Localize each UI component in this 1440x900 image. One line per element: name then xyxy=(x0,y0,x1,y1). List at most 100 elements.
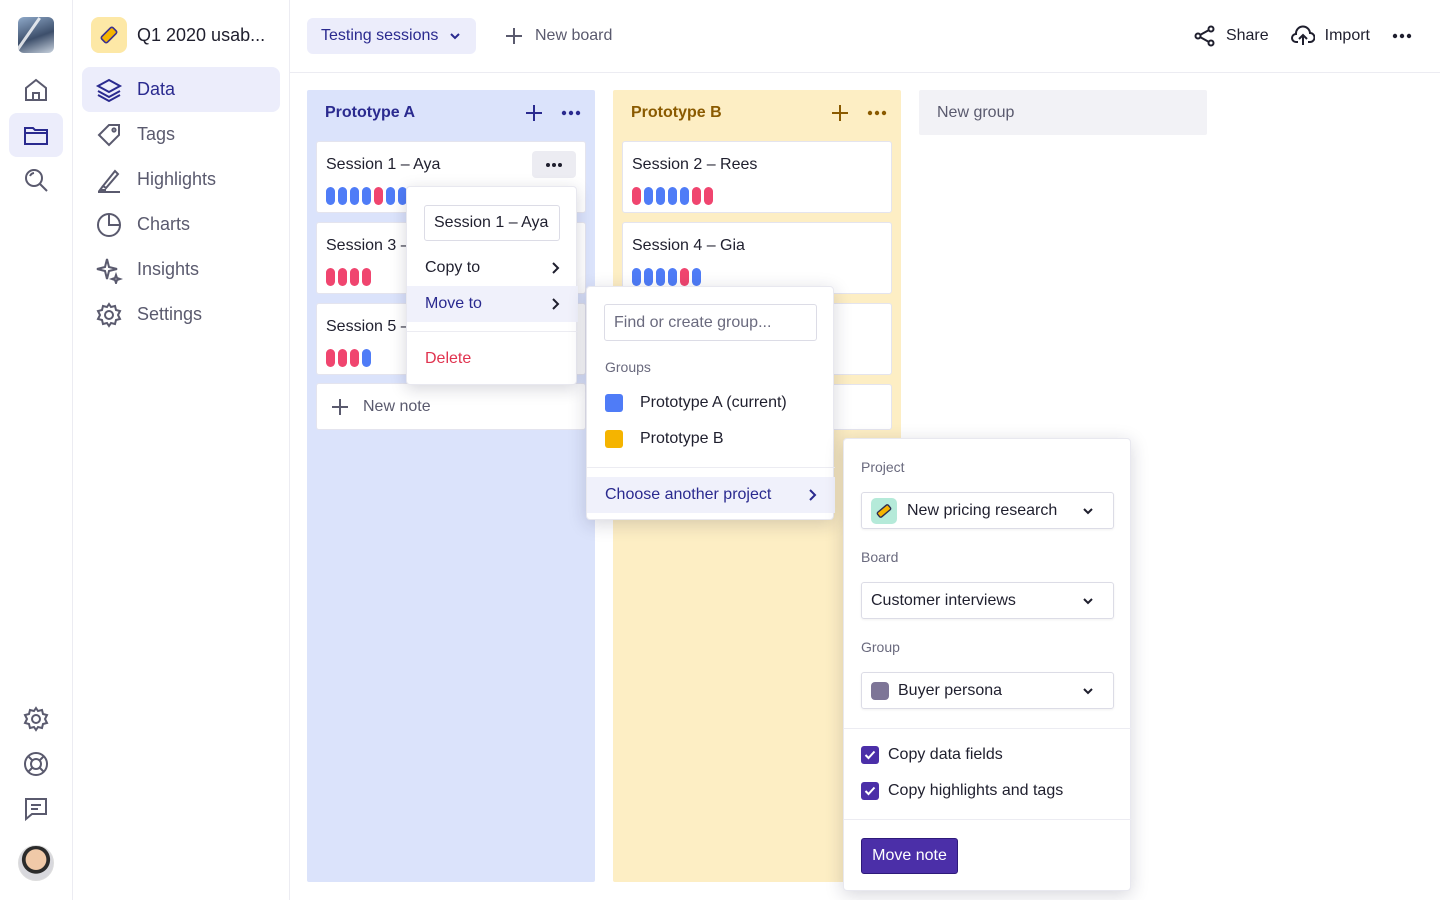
new-group-button[interactable]: New group xyxy=(919,90,1207,135)
project-header[interactable]: Q1 2020 usab... xyxy=(91,17,265,53)
chevron-down-icon xyxy=(1083,597,1093,604)
help-icon[interactable] xyxy=(9,742,63,786)
menu-item-copy-to[interactable]: Copy to xyxy=(407,250,578,286)
tag-dot xyxy=(644,268,653,286)
plus-icon[interactable] xyxy=(525,104,543,122)
new-board-button[interactable]: New board xyxy=(505,18,612,54)
cloud-upload-icon xyxy=(1290,25,1315,45)
more-options-button[interactable] xyxy=(1392,33,1412,39)
group-color-swatch xyxy=(605,430,623,448)
note-title: Session 5 – xyxy=(326,318,410,335)
tag-dot xyxy=(350,187,359,205)
share-button[interactable]: Share xyxy=(1194,25,1269,47)
sidebar-item-data[interactable]: Data xyxy=(82,67,280,112)
tag-dot xyxy=(326,349,335,367)
board-select[interactable]: Customer interviews xyxy=(861,582,1114,619)
checkbox-label: Copy data fields xyxy=(888,746,1003,763)
group-option-label: Prototype B xyxy=(640,430,724,447)
board-selector[interactable]: Testing sessions xyxy=(307,18,477,54)
sidebar-item-label: Data xyxy=(137,79,176,99)
home-icon[interactable] xyxy=(9,68,63,112)
menu-item-move-to[interactable]: Move to xyxy=(407,286,578,322)
sidebar-item-label: Tags xyxy=(137,124,176,144)
tag-dot xyxy=(680,187,689,205)
tag-dot xyxy=(350,268,359,286)
copy-data-fields-checkbox[interactable]: Copy data fields xyxy=(861,746,1003,764)
copy-highlights-checkbox[interactable]: Copy highlights and tags xyxy=(861,782,1063,800)
note-card[interactable]: Session 2 – Rees xyxy=(622,141,892,213)
tag-dot xyxy=(668,268,677,286)
group-color-swatch xyxy=(871,681,889,700)
note-card[interactable]: Session 4 – Gia xyxy=(622,222,892,294)
sidebar-item-label: Insights xyxy=(137,259,200,279)
note-name-field[interactable]: Session 1 – Aya xyxy=(424,205,560,241)
new-board-label: New board xyxy=(535,27,613,44)
project-select[interactable]: New pricing research xyxy=(861,492,1114,529)
sidebar-item-highlights[interactable]: Highlights xyxy=(82,157,280,202)
note-title: Session 4 – Gia xyxy=(632,237,745,254)
plus-icon[interactable] xyxy=(831,104,849,122)
menu-item-label: Delete xyxy=(425,350,472,367)
chevron-right-icon xyxy=(552,262,560,274)
avatar[interactable] xyxy=(18,845,54,881)
board-selector-label: Testing sessions xyxy=(321,27,439,44)
new-note-button[interactable]: New note xyxy=(316,383,586,430)
group-header: Prototype B xyxy=(631,90,887,135)
group-header: Prototype A xyxy=(325,90,581,135)
share-icon xyxy=(1194,25,1215,47)
tag-dot xyxy=(692,268,701,286)
sidebar-item-label: Highlights xyxy=(137,169,217,189)
checkbox-checked[interactable] xyxy=(861,782,879,800)
chat-icon[interactable] xyxy=(9,787,63,831)
folder-icon[interactable] xyxy=(9,113,63,157)
gear-icon xyxy=(96,301,122,328)
note-tags xyxy=(326,268,371,286)
tag-dot xyxy=(644,187,653,205)
group-search-input[interactable] xyxy=(604,304,817,341)
group-color-swatch xyxy=(605,394,623,412)
panel-divider xyxy=(844,819,1132,820)
tag-dot xyxy=(362,187,371,205)
more-horizontal-icon xyxy=(1392,33,1412,39)
menu-item-label: Copy to xyxy=(425,259,481,276)
gear-icon[interactable] xyxy=(9,697,63,741)
groups-label: Groups xyxy=(605,359,651,375)
workspace-logo[interactable] xyxy=(18,17,54,53)
chevron-down-icon xyxy=(1083,687,1093,694)
search-icon[interactable] xyxy=(9,158,63,202)
sidebar-item-settings[interactable]: Settings xyxy=(82,292,280,337)
group-option-prototype-b[interactable]: Prototype B xyxy=(587,421,835,457)
checkbox-checked[interactable] xyxy=(861,746,879,764)
share-label: Share xyxy=(1225,27,1269,44)
group-option-label: Prototype A (current) xyxy=(640,394,787,411)
tag-dot xyxy=(362,268,371,286)
more-horizontal-icon[interactable] xyxy=(867,110,887,116)
tag-dot xyxy=(656,268,665,286)
sidebar-item-charts[interactable]: Charts xyxy=(82,202,280,247)
menu-item-label: Move to xyxy=(425,295,482,312)
more-horizontal-icon[interactable] xyxy=(561,110,581,116)
sidebar: Q1 2020 usab... Data Tags Highlights Cha… xyxy=(73,0,290,900)
chevron-right-icon xyxy=(552,298,560,310)
sidebar-item-label: Charts xyxy=(137,214,191,234)
note-more-button[interactable] xyxy=(532,151,576,178)
plus-icon xyxy=(506,28,522,44)
note-context-menu: Session 1 – Aya Copy to Move to Delete xyxy=(406,186,578,385)
import-button[interactable]: Import xyxy=(1290,25,1370,47)
tag-dot xyxy=(398,187,407,205)
note-title: Session 1 – Aya xyxy=(326,156,441,173)
move-note-panel: Project New pricing research Board Custo… xyxy=(843,438,1132,891)
note-title: Session 2 – Rees xyxy=(632,156,758,173)
sidebar-item-tags[interactable]: Tags xyxy=(82,112,280,157)
choose-another-project-button[interactable]: Choose another project xyxy=(587,477,835,513)
sidebar-item-insights[interactable]: Insights xyxy=(82,247,280,292)
tag-dot xyxy=(680,268,689,286)
tag-dot xyxy=(338,268,347,286)
group-select[interactable]: Buyer persona xyxy=(861,672,1114,709)
top-actions: Share Import xyxy=(1194,18,1412,54)
tag-icon xyxy=(97,123,120,146)
group-option-prototype-a[interactable]: Prototype A (current) xyxy=(587,385,835,421)
note-tags xyxy=(326,349,371,367)
move-note-button[interactable]: Move note xyxy=(861,838,958,874)
menu-item-delete[interactable]: Delete xyxy=(407,341,578,377)
